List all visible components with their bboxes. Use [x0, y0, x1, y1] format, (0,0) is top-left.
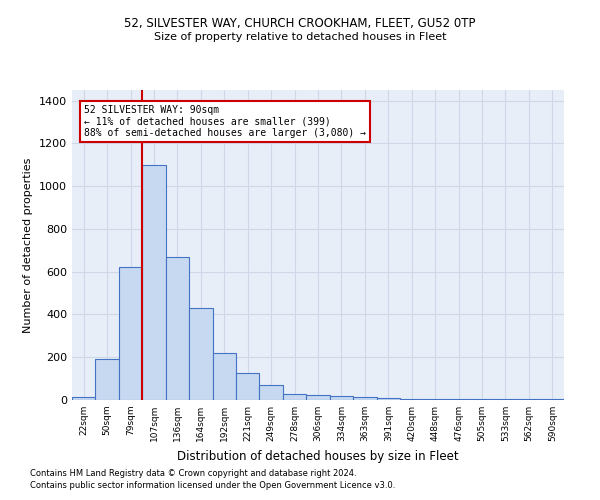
- Bar: [330, 396, 353, 400]
- Bar: [424, 399, 447, 400]
- Y-axis label: Number of detached properties: Number of detached properties: [23, 158, 34, 332]
- Bar: [283, 394, 306, 400]
- Text: 52, SILVESTER WAY, CHURCH CROOKHAM, FLEET, GU52 0TP: 52, SILVESTER WAY, CHURCH CROOKHAM, FLEE…: [124, 18, 476, 30]
- Bar: [72, 397, 95, 400]
- Bar: [470, 399, 494, 400]
- Bar: [353, 398, 377, 400]
- Bar: [119, 268, 142, 400]
- Text: Size of property relative to detached houses in Fleet: Size of property relative to detached ho…: [154, 32, 446, 42]
- Bar: [400, 399, 424, 400]
- Bar: [236, 374, 259, 400]
- Bar: [212, 353, 236, 400]
- Bar: [377, 398, 400, 400]
- Text: Contains HM Land Registry data © Crown copyright and database right 2024.: Contains HM Land Registry data © Crown c…: [30, 468, 356, 477]
- Text: Contains public sector information licensed under the Open Government Licence v3: Contains public sector information licen…: [30, 481, 395, 490]
- Bar: [95, 360, 119, 400]
- Bar: [306, 394, 330, 400]
- Bar: [541, 399, 564, 400]
- Bar: [166, 257, 189, 400]
- Bar: [142, 165, 166, 400]
- X-axis label: Distribution of detached houses by size in Fleet: Distribution of detached houses by size …: [177, 450, 459, 462]
- Text: 52 SILVESTER WAY: 90sqm
← 11% of detached houses are smaller (399)
88% of semi-d: 52 SILVESTER WAY: 90sqm ← 11% of detache…: [84, 105, 366, 138]
- Bar: [189, 308, 212, 400]
- Bar: [259, 385, 283, 400]
